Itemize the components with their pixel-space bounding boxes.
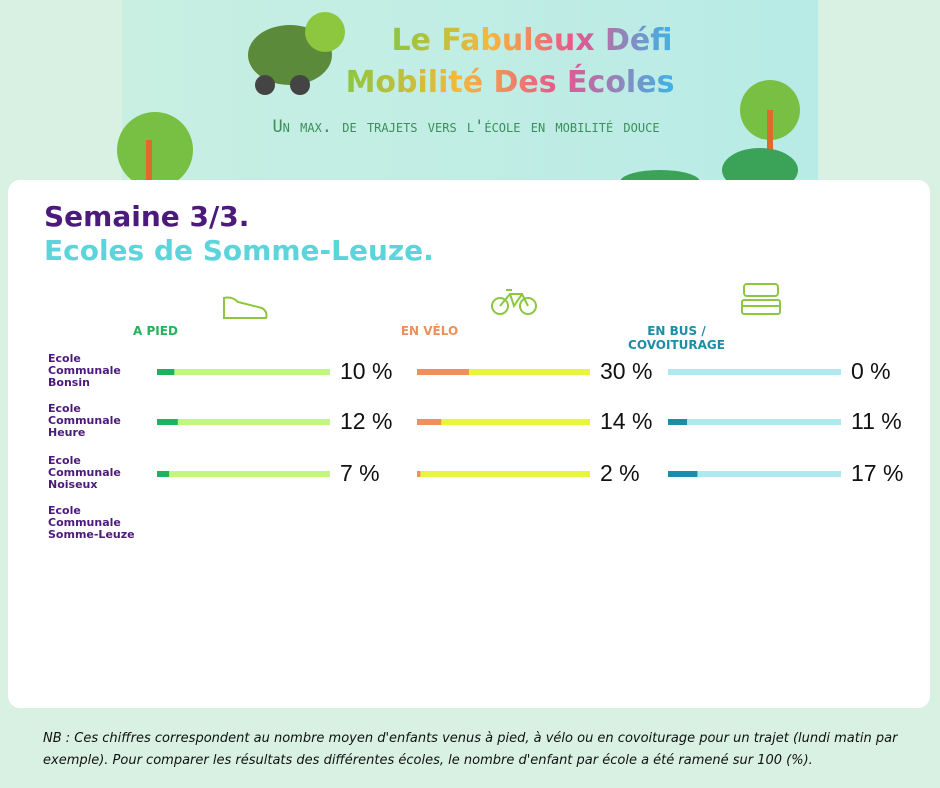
bar — [157, 471, 170, 477]
mode-label: EN BUS / COVOITURAGE — [628, 324, 725, 352]
banner-title: Mobilité Des Écoles — [346, 64, 675, 100]
value-label: 10 % — [340, 358, 393, 384]
school-label: Ecole Communale Somme-Leuze — [48, 504, 135, 541]
footnote: NB : Ces chiffres correspondent au nombr… — [43, 731, 898, 768]
school-label: Ecole Communale Heure — [48, 402, 121, 439]
value-label: 17 % — [851, 460, 904, 486]
banner-title: Le Fabuleux Défi — [392, 23, 673, 58]
bar-track — [417, 471, 590, 477]
title: Semaine 3/3. — [44, 200, 250, 233]
school-label: Ecole Communale Noiseux — [48, 454, 121, 491]
bus-icon — [741, 283, 781, 315]
value-label: 7 % — [340, 460, 380, 486]
school-label: Ecole Communale Bonsin — [48, 352, 121, 389]
bar — [668, 471, 698, 477]
bar-track — [417, 419, 590, 425]
mode-label: EN VÉLO — [400, 324, 459, 338]
bar — [668, 419, 688, 425]
banner-tagline: Un max. de trajets vers l'école en mobil… — [272, 117, 659, 137]
value-label: 30 % — [600, 358, 653, 384]
walk-icon — [223, 296, 268, 319]
bar — [417, 419, 442, 425]
bar-track — [668, 419, 841, 425]
value-label: 12 % — [340, 408, 393, 434]
value-label: 11 % — [851, 408, 902, 434]
bike-icon — [491, 289, 537, 315]
bar — [157, 419, 178, 425]
mode-label: A PIED — [133, 324, 178, 338]
bar-track — [157, 419, 330, 425]
card — [8, 180, 930, 708]
bar-track — [157, 471, 330, 477]
bar-track — [157, 369, 330, 375]
bar-track — [668, 471, 841, 477]
bar-track — [668, 369, 841, 375]
value-label: 0 % — [851, 358, 891, 384]
bar — [157, 369, 175, 375]
bar — [417, 369, 469, 375]
value-label: 2 % — [600, 460, 640, 486]
subtitle: Ecoles de Somme-Leuze. — [44, 234, 434, 267]
value-label: 14 % — [600, 408, 653, 434]
bar-track — [417, 369, 590, 375]
bar — [417, 471, 421, 477]
